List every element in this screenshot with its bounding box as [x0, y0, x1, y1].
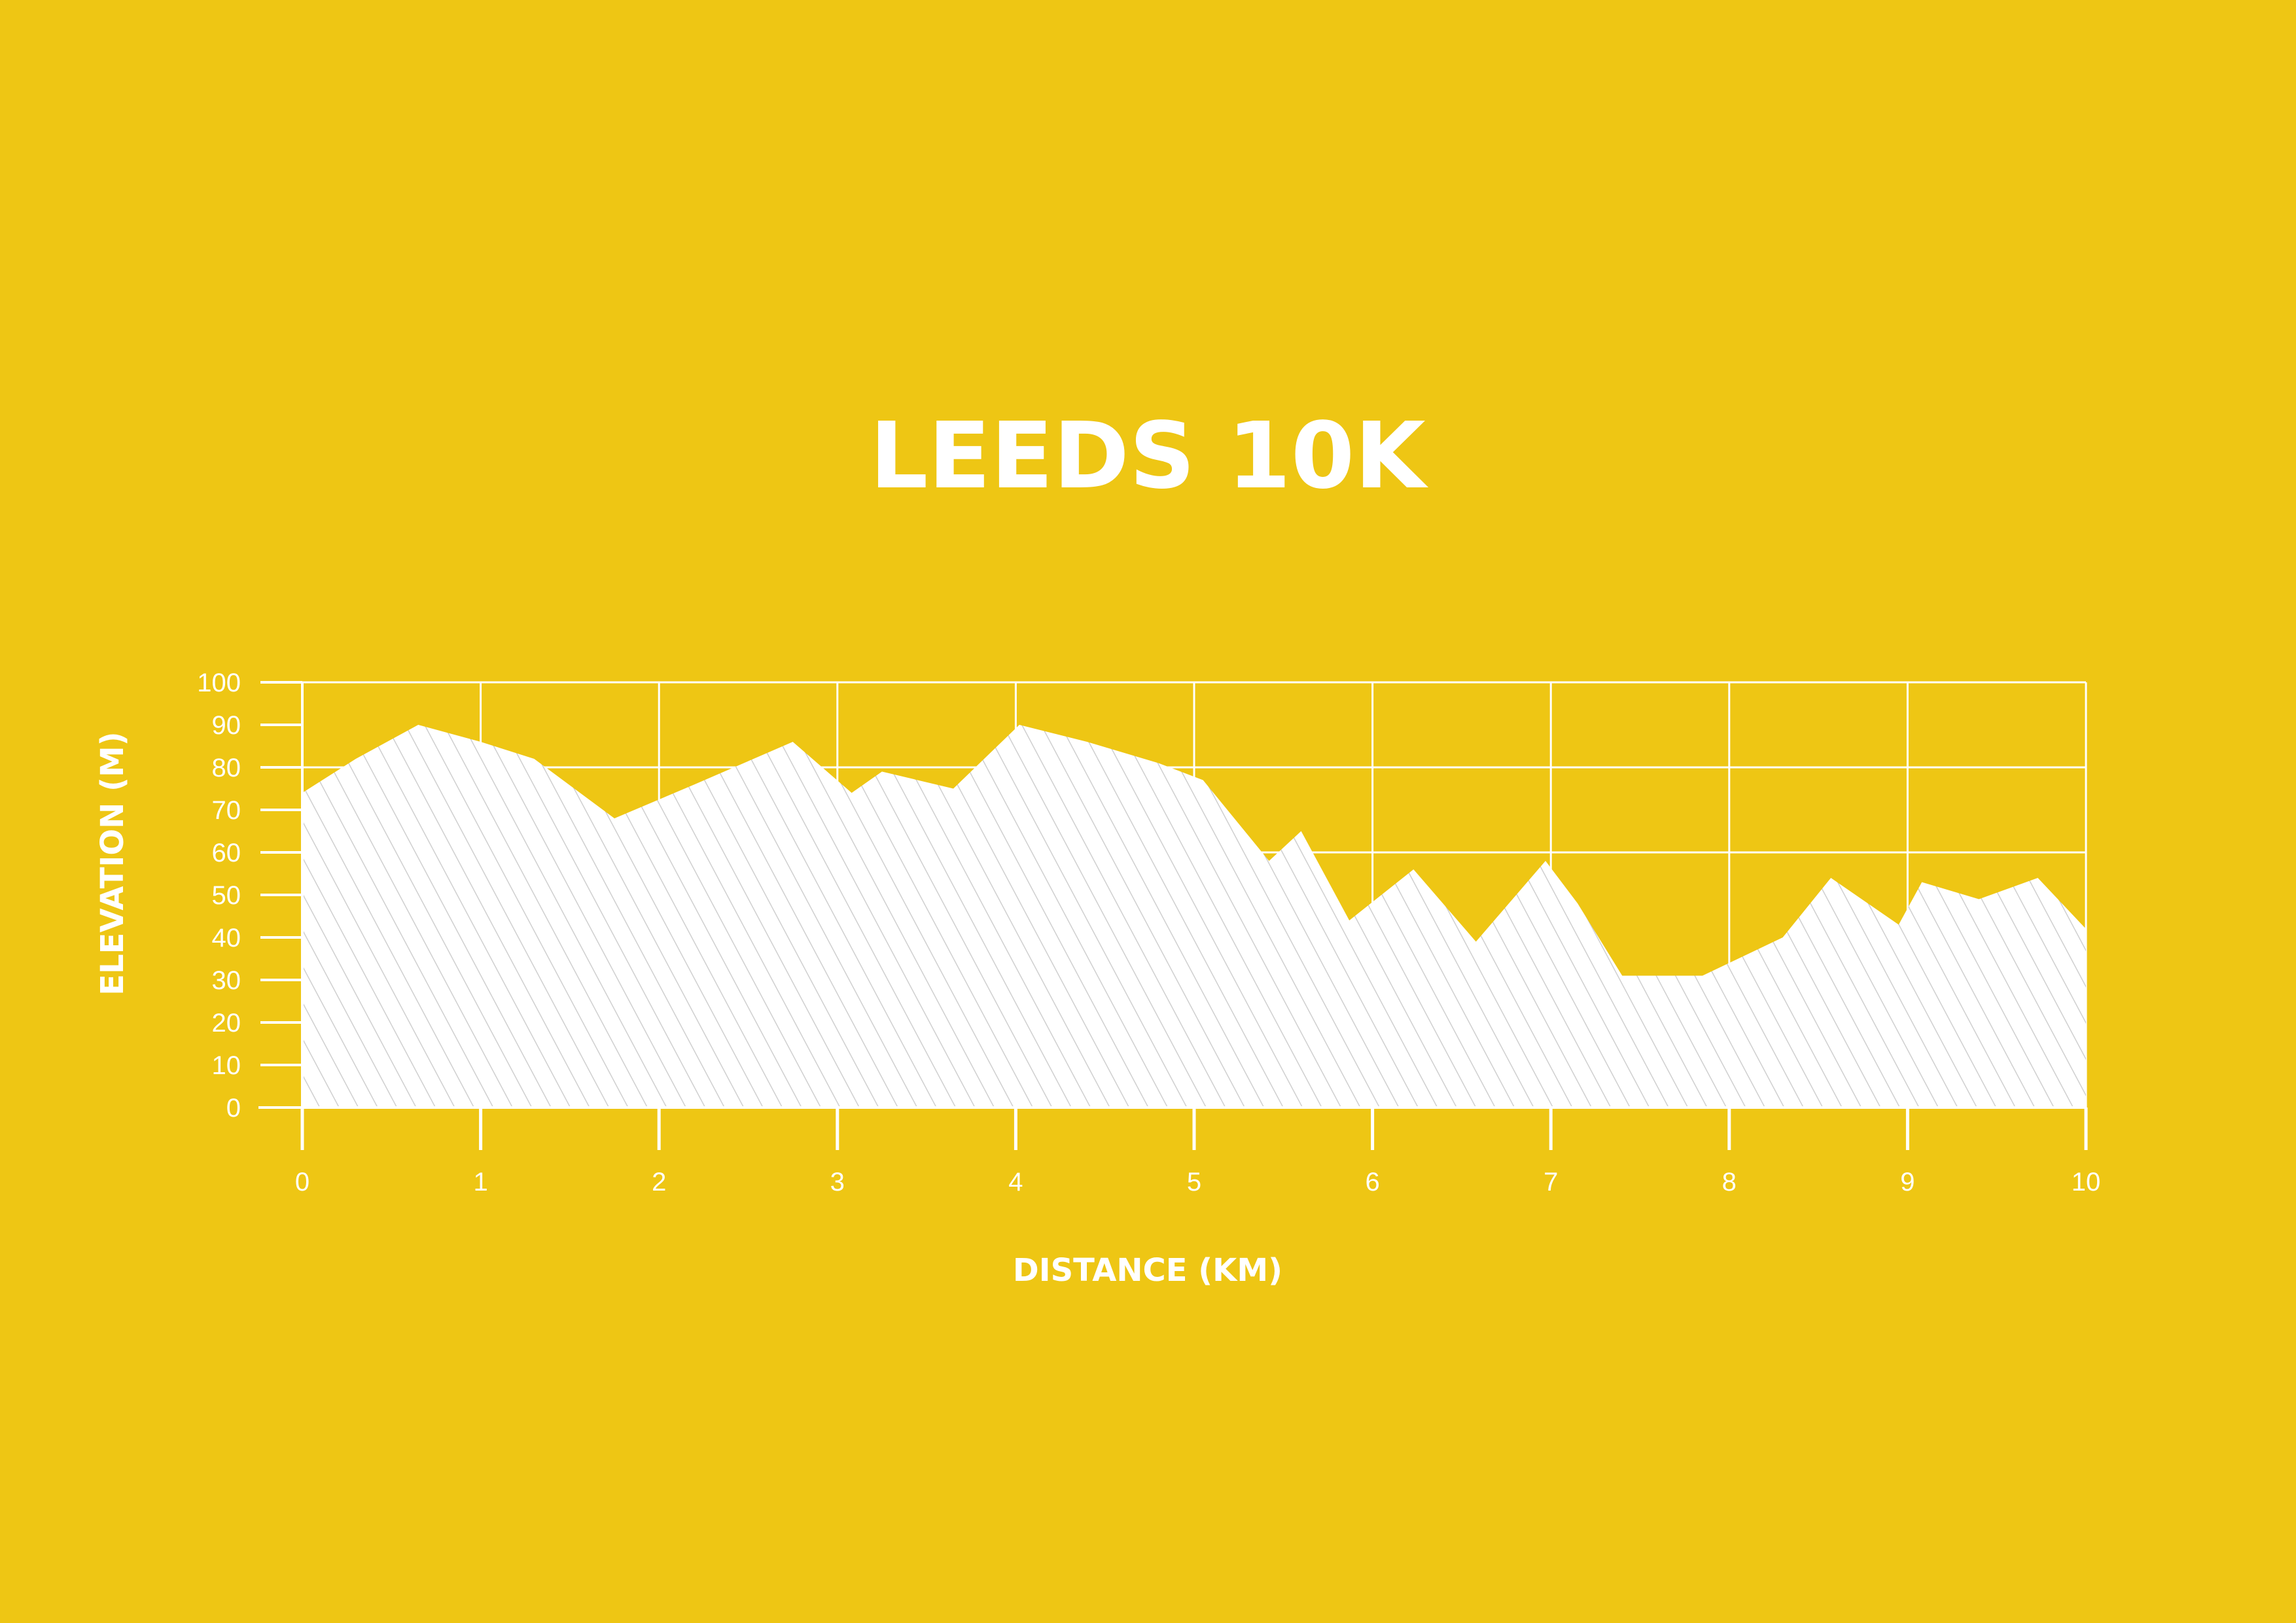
elevation-area: [302, 725, 2086, 1108]
x-tick-label: 9: [1900, 1168, 1915, 1196]
x-tick-label: 5: [1187, 1168, 1201, 1196]
chart-title: LEEDS 10K: [870, 403, 1428, 510]
axes: [258, 681, 2088, 1150]
x-tick-label: 8: [1722, 1168, 1737, 1196]
x-tick-label: 6: [1365, 1168, 1379, 1196]
y-tick-label: 90: [212, 711, 241, 740]
x-tick-label: 2: [652, 1168, 666, 1196]
y-tick-label: 40: [212, 924, 241, 952]
x-tick-label: 0: [295, 1168, 309, 1196]
x-tick-label: 3: [830, 1168, 845, 1196]
y-tick-label: 80: [212, 754, 241, 782]
x-tick-label: 1: [473, 1168, 487, 1196]
y-tick-label: 100: [197, 669, 241, 697]
y-tick-label: 50: [212, 881, 241, 910]
y-tick-label: 10: [212, 1051, 241, 1080]
y-tick-label: 20: [212, 1009, 241, 1038]
x-axis-title: DISTANCE (KM): [1013, 1252, 1282, 1289]
y-tick-label: 30: [212, 966, 241, 995]
tick-labels: 0 10 20 30 40 50 60 70 80 90 100 0 1 2 3 4 5 6 7 8 9 10: [197, 669, 2100, 1196]
x-tick-label: 10: [2072, 1168, 2101, 1196]
y-tick-label: 70: [212, 796, 241, 825]
area-series: [302, 725, 2086, 1108]
y-axis-title: ELEVATION (M): [94, 731, 131, 995]
y-tick-label: 60: [212, 839, 241, 867]
x-tick-label: 4: [1008, 1168, 1023, 1196]
x-tick-label: 7: [1544, 1168, 1558, 1196]
y-tick-label: 0: [226, 1094, 241, 1123]
